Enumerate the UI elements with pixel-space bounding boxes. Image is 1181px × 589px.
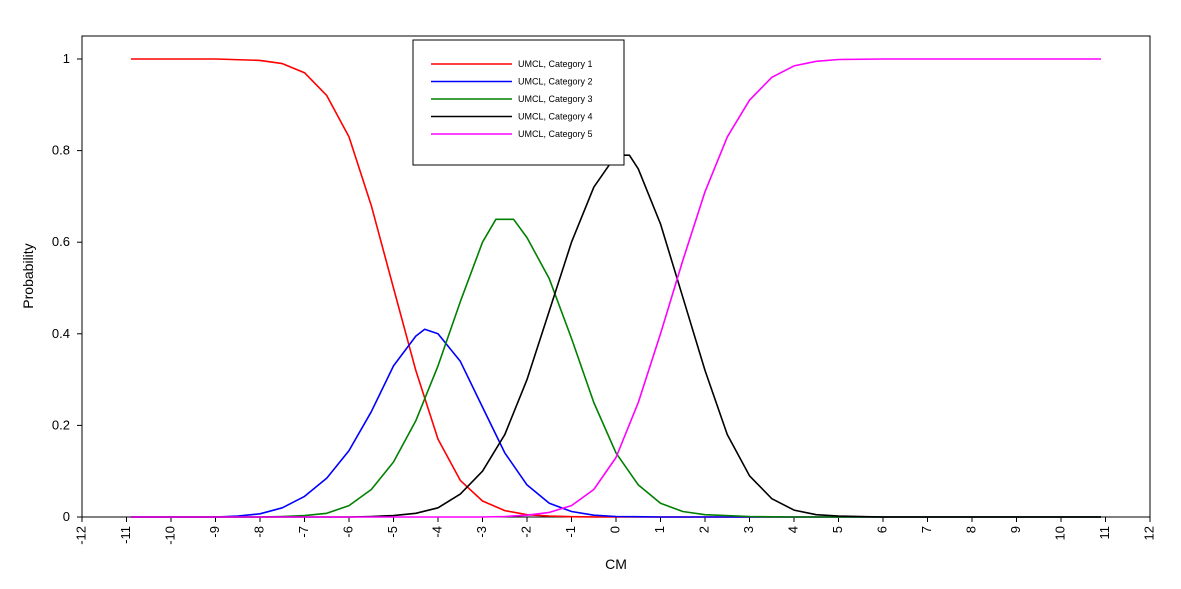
x-tick-label: 0 [607,526,622,533]
y-tick-label: 0.2 [52,417,70,432]
legend-label-category-2: UMCL, Category 2 [518,77,593,87]
x-tick-label: 12 [1141,526,1156,540]
x-tick-label: 6 [874,526,889,533]
y-tick-label: 1 [63,51,70,66]
x-tick-label: -12 [73,526,88,545]
x-tick-label: -10 [162,526,177,545]
legend-label-category-3: UMCL, Category 3 [518,94,593,104]
y-tick-label: 0 [63,509,70,524]
y-axis-title: Probability [20,243,36,308]
x-tick-label: 9 [1008,526,1023,533]
x-tick-label: -3 [474,526,489,538]
legend-box [412,39,625,166]
x-tick-label: 4 [785,526,800,533]
x-tick-label: 7 [919,526,934,533]
x-tick-label: -9 [207,526,222,538]
x-tick-label: 5 [830,526,845,533]
x-tick-label: 11 [1097,526,1112,540]
x-tick-label: -5 [385,526,400,538]
y-tick-label: 0.6 [52,234,70,249]
series-line-category-3 [130,218,1101,518]
series-lines [130,58,1101,518]
x-axis: -12 -11 -10 -9 -8 -7 -6 -5 -4 -3 -2 -1 0 1 2 3 4 5 6 7 8 9 10 1… [73,517,1156,545]
legend: UMCL, Category 1 UMCL, Category 2 UMCL, Ca… [412,39,625,166]
y-axis: 0 0.2 0.4 0.6 0.8 1 [52,51,82,524]
legend-label-category-4: UMCL, Category 4 [518,112,593,122]
x-tick-label: -1 [563,526,578,538]
y-tick-label: 0.4 [52,326,70,341]
x-tick-label: 8 [963,526,978,533]
x-tick-label: -2 [518,526,533,538]
x-tick-label: -6 [340,526,355,538]
x-tick-label: 2 [696,526,711,533]
legend-label-category-1: UMCL, Category 1 [518,59,593,69]
x-tick-label: 3 [741,526,756,533]
series-line-category-5 [130,58,1101,518]
x-tick-label: -7 [296,526,311,538]
series-line-category-4 [130,154,1101,518]
x-tick-label: 1 [652,526,667,533]
x-tick-label: 10 [1052,526,1067,540]
x-tick-label: -11 [118,526,133,544]
series-line-category-2 [130,328,1101,518]
x-tick-label: -8 [251,526,266,538]
y-tick-label: 0.8 [52,143,70,158]
x-tick-label: -4 [429,526,444,538]
x-axis-title: CM [605,556,627,572]
legend-label-category-5: UMCL, Category 5 [518,129,593,139]
